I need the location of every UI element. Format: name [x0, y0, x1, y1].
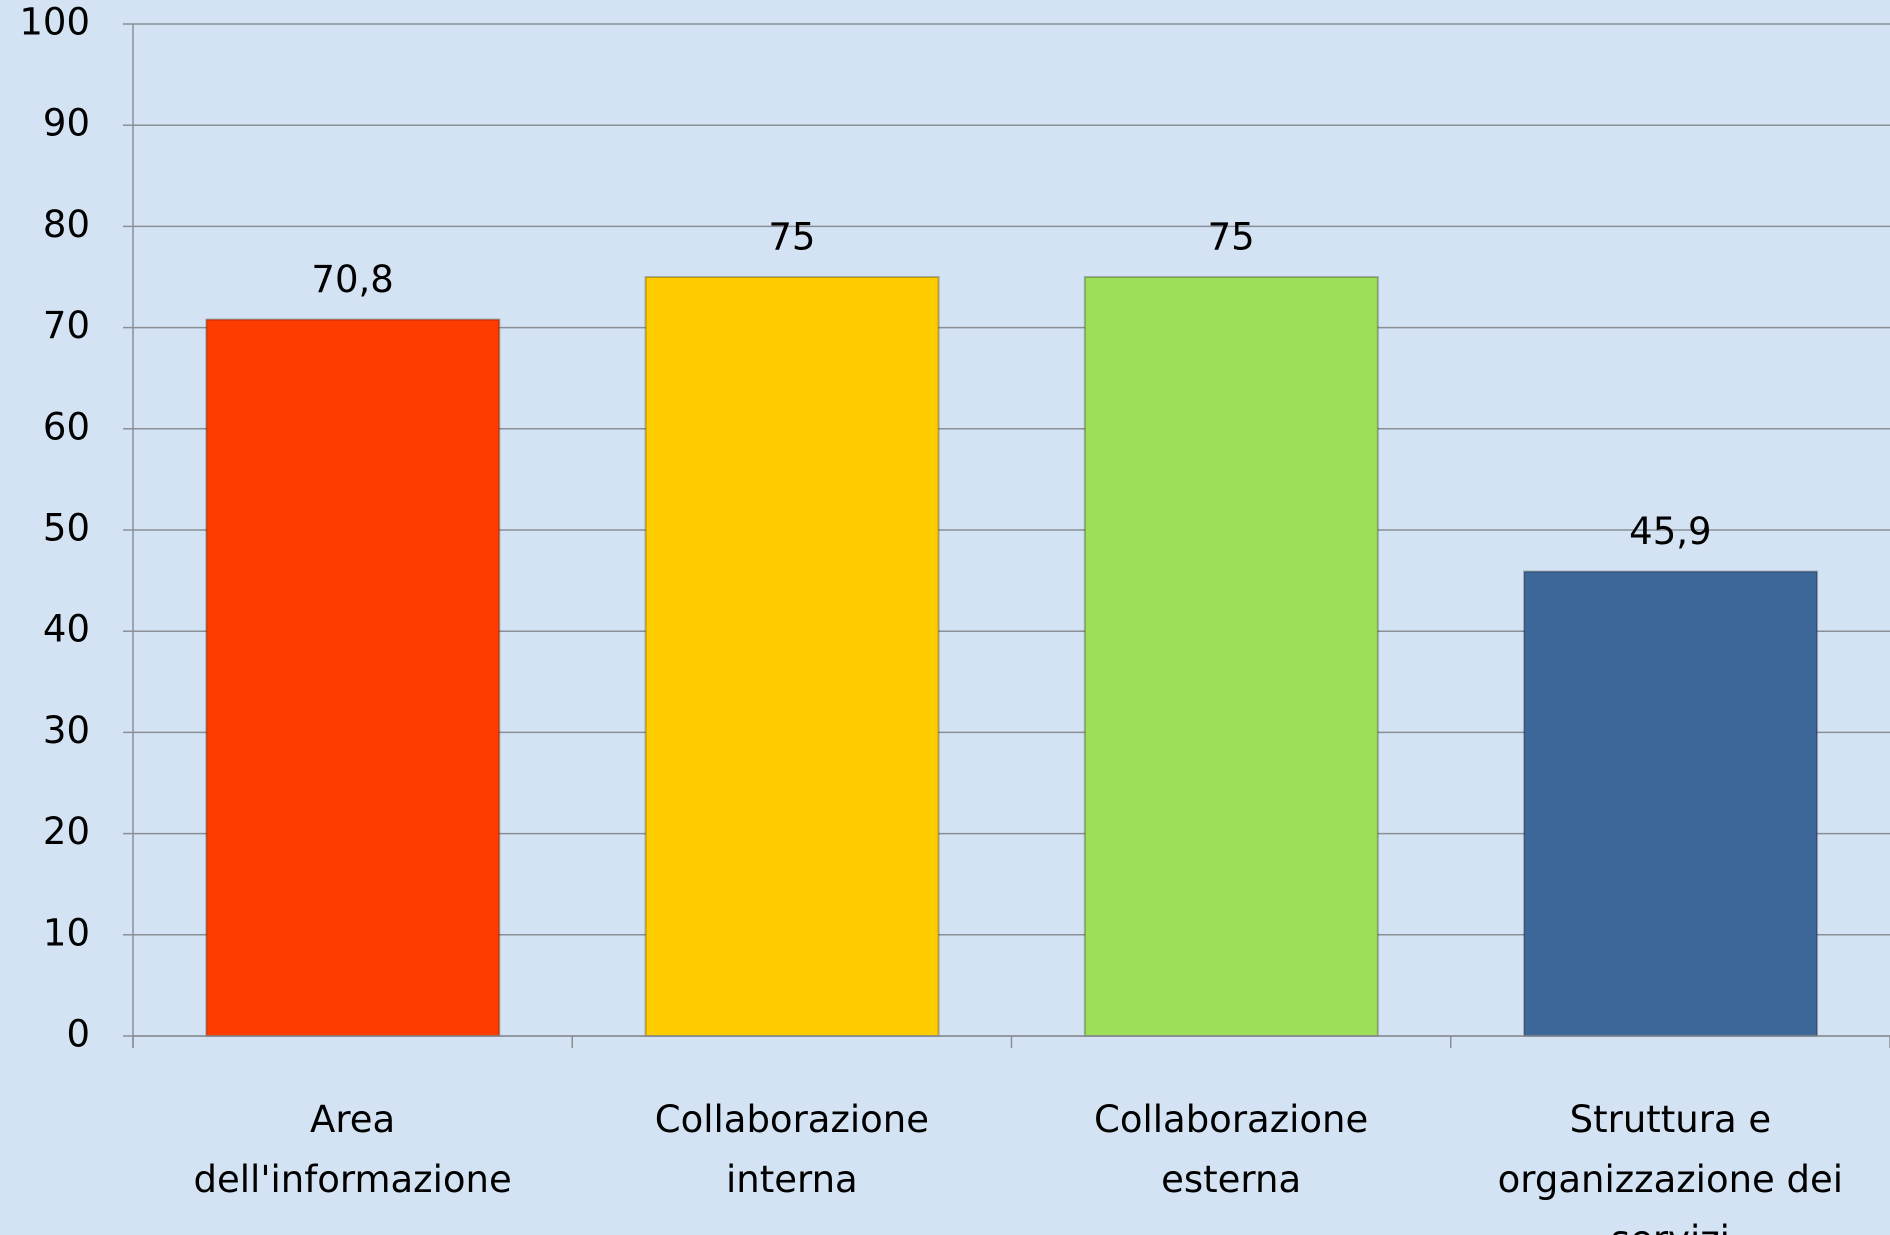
data-label: 75	[768, 216, 815, 259]
data-label: 70,8	[311, 258, 393, 301]
y-tick-label: 100	[19, 1, 90, 44]
bar	[644, 276, 940, 1037]
y-tick-label: 80	[43, 203, 90, 246]
y-tick-label: 20	[43, 810, 90, 853]
x-tick-label: Collaborazione esterna	[1093, 1098, 1369, 1201]
y-tick-label: 10	[43, 911, 90, 954]
y-tick-label: 90	[43, 102, 90, 145]
y-tick-label: 70	[43, 304, 90, 347]
y-tick-label: 30	[43, 709, 90, 752]
y-tick-label: 40	[43, 608, 90, 651]
y-tick-label: 50	[43, 507, 90, 550]
x-tick-label: Struttura e organizzazione dei servizi	[1497, 1098, 1844, 1235]
y-tick-label: 0	[66, 1013, 90, 1056]
bar	[1523, 570, 1819, 1037]
bar	[1083, 276, 1379, 1037]
bar	[205, 318, 501, 1037]
x-tick-label: Area dell'informazione	[193, 1098, 512, 1201]
data-label: 45,9	[1629, 510, 1711, 553]
y-tick-label: 60	[43, 405, 90, 448]
x-tick-label: Collaborazione interna	[654, 1098, 930, 1201]
data-label: 75	[1208, 216, 1255, 259]
